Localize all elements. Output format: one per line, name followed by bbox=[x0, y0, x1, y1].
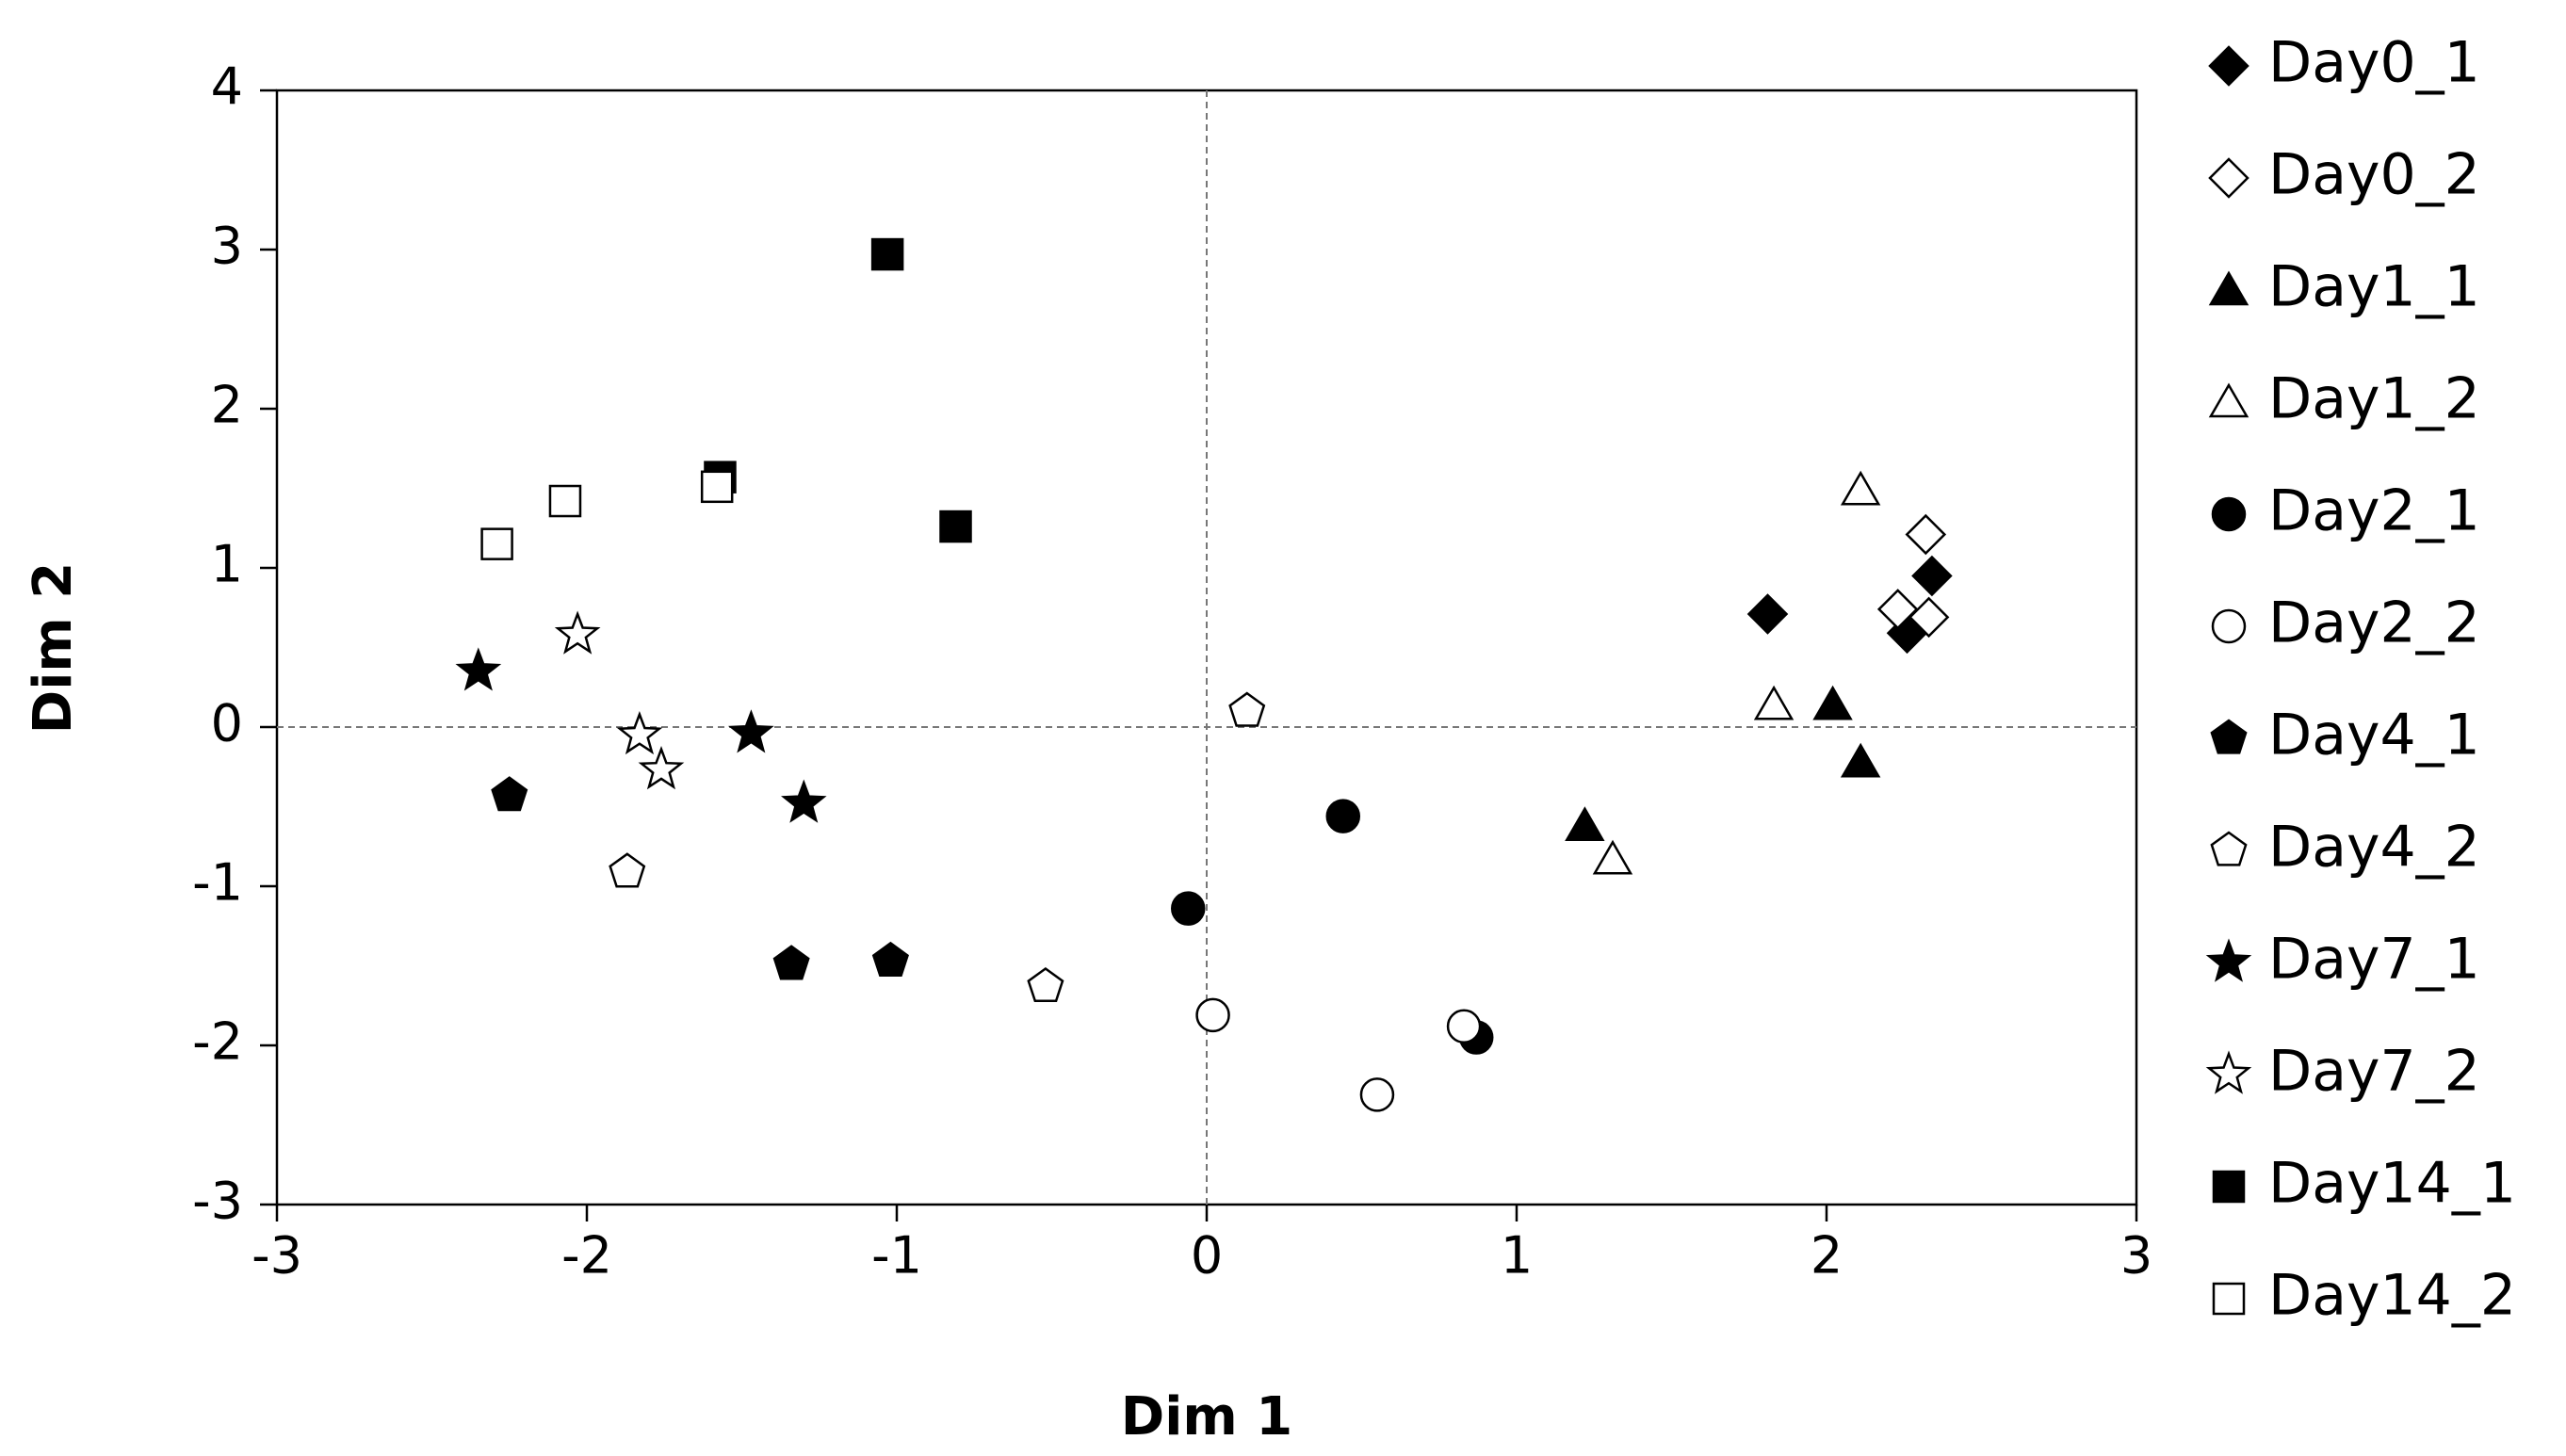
x-tick-label: -3 bbox=[252, 1226, 302, 1286]
legend-label: Day7_2 bbox=[2268, 1039, 2480, 1105]
marker-circle bbox=[2211, 608, 2247, 644]
marker-star bbox=[616, 710, 663, 755]
x-tick-label: -1 bbox=[871, 1226, 922, 1286]
marker-circle bbox=[1195, 997, 1230, 1033]
y-tick-label: -1 bbox=[192, 853, 243, 913]
legend-label: Day7_1 bbox=[2268, 927, 2480, 993]
marker-triangle bbox=[1840, 470, 1881, 506]
marker-star bbox=[2205, 938, 2252, 982]
marker-star bbox=[2205, 1050, 2252, 1094]
marker-diamond bbox=[2208, 157, 2249, 199]
marker-diamond bbox=[1911, 555, 1953, 597]
marker-pentagon bbox=[1027, 966, 1064, 1003]
marker-circle bbox=[1446, 1009, 1482, 1043]
marker-triangle bbox=[2208, 382, 2249, 418]
legend-label: Day1_1 bbox=[2268, 254, 2480, 320]
marker-star bbox=[455, 647, 502, 691]
marker-diamond bbox=[1905, 513, 1947, 556]
x-tick-label: 0 bbox=[1191, 1226, 1223, 1286]
legend-label: Day4_1 bbox=[2268, 703, 2480, 768]
marker-pentagon bbox=[2210, 719, 2248, 754]
legend-label: Day1_2 bbox=[2268, 366, 2480, 432]
y-tick-label: 4 bbox=[211, 57, 243, 117]
x-tick-label: 3 bbox=[2120, 1226, 2152, 1286]
x-tick-label: -2 bbox=[561, 1226, 612, 1286]
marker-circle bbox=[2211, 496, 2247, 532]
x-tick-label: 2 bbox=[1811, 1226, 1843, 1286]
marker-pentagon bbox=[772, 945, 810, 980]
marker-pentagon bbox=[1228, 691, 1266, 727]
marker-square bbox=[700, 470, 734, 504]
y-tick-label: -2 bbox=[192, 1012, 243, 1072]
marker-square bbox=[2212, 1282, 2246, 1316]
marker-pentagon bbox=[2210, 831, 2248, 866]
marker-circle bbox=[1325, 799, 1361, 833]
marker-triangle bbox=[1812, 685, 1853, 720]
marker-star bbox=[727, 709, 774, 753]
marker-diamond bbox=[1746, 593, 1789, 635]
x-tick-label: 1 bbox=[1501, 1226, 1533, 1286]
marker-star bbox=[554, 610, 601, 655]
y-tick-label: -3 bbox=[192, 1172, 243, 1231]
marker-circle bbox=[1359, 1077, 1395, 1112]
legend-label: Day14_2 bbox=[2268, 1263, 2516, 1329]
legend-label: Day14_1 bbox=[2268, 1151, 2516, 1217]
marker-square bbox=[870, 237, 904, 271]
y-tick-label: 0 bbox=[211, 694, 243, 753]
marker-pentagon bbox=[491, 776, 528, 812]
marker-diamond bbox=[1908, 596, 1950, 639]
x-axis-title: Dim 1 bbox=[1121, 1386, 1293, 1448]
marker-triangle bbox=[1840, 742, 1881, 778]
y-tick-label: 3 bbox=[211, 217, 243, 276]
marker-square bbox=[548, 484, 582, 518]
marker-square bbox=[939, 510, 972, 543]
marker-triangle bbox=[1592, 839, 1633, 875]
marker-triangle bbox=[1565, 806, 1605, 842]
marker-diamond bbox=[1876, 589, 1919, 630]
legend-label: Day0_2 bbox=[2268, 142, 2480, 208]
legend-label: Day4_2 bbox=[2268, 815, 2480, 881]
legend-label: Day2_2 bbox=[2268, 590, 2480, 656]
y-axis-title: Dim 2 bbox=[23, 562, 84, 735]
marker-star bbox=[638, 746, 685, 790]
marker-star bbox=[781, 779, 827, 823]
marker-triangle bbox=[1753, 685, 1795, 720]
marker-pentagon bbox=[609, 852, 646, 888]
marker-circle bbox=[1171, 891, 1206, 926]
legend-label: Day0_1 bbox=[2268, 30, 2480, 96]
marker-diamond bbox=[2208, 45, 2249, 87]
legend-label: Day2_1 bbox=[2268, 478, 2480, 544]
marker-triangle bbox=[2208, 270, 2249, 306]
marker-square bbox=[480, 527, 513, 560]
marker-square bbox=[2212, 1170, 2246, 1204]
y-tick-label: 2 bbox=[211, 376, 243, 435]
y-tick-label: 1 bbox=[211, 535, 243, 594]
marker-pentagon bbox=[871, 941, 909, 978]
